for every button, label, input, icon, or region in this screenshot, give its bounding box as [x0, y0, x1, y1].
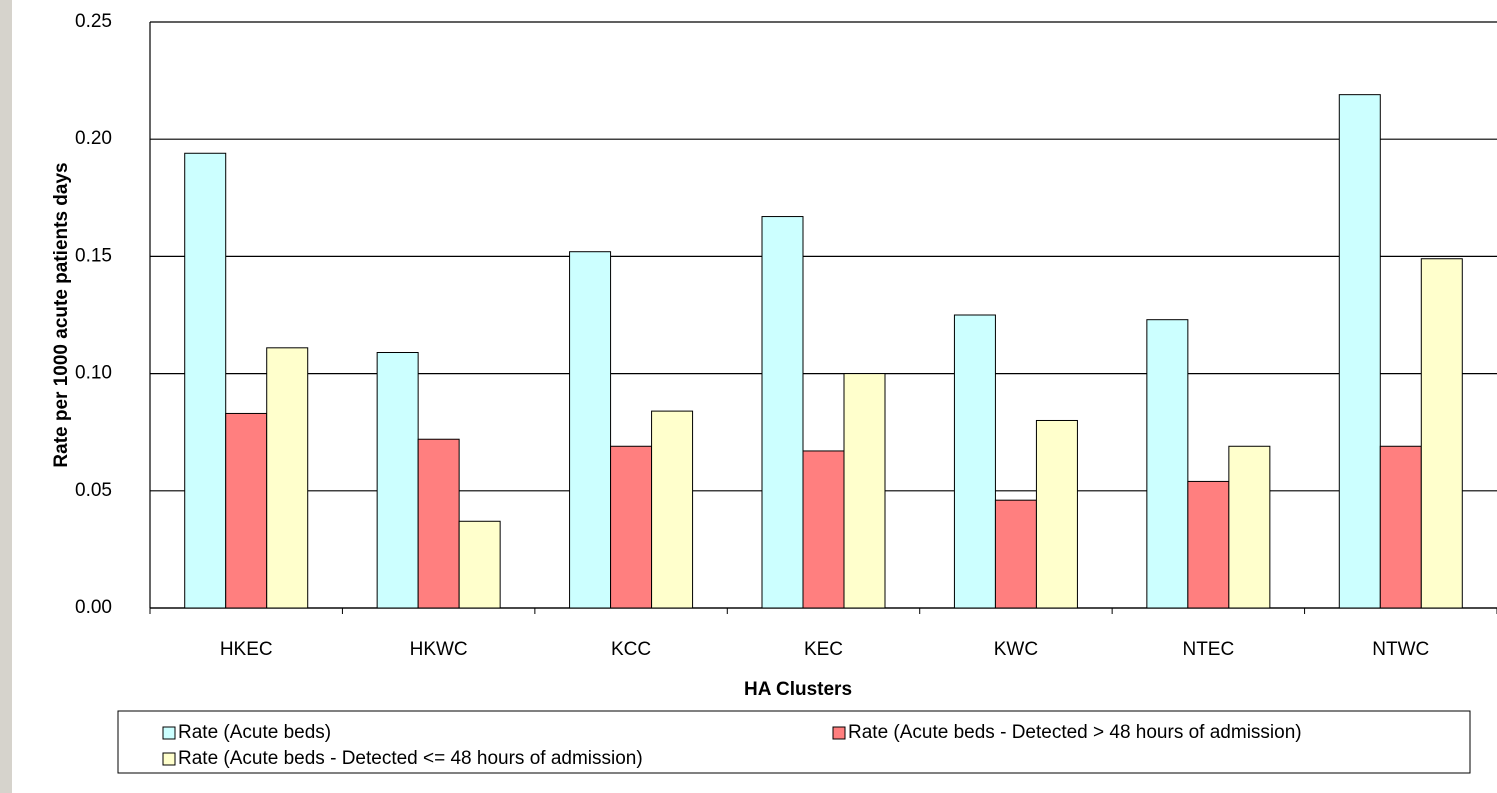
- legend-box: [117, 710, 1471, 774]
- bar: [610, 445, 653, 609]
- legend-swatch: [162, 726, 176, 740]
- y-tick-label: 0.05: [75, 480, 112, 501]
- x-tick-label: NTEC: [1182, 639, 1234, 660]
- bar: [1228, 445, 1271, 609]
- x-tick-label: HKEC: [220, 639, 273, 660]
- bar: [802, 450, 845, 609]
- x-tick-label: HKWC: [410, 639, 468, 660]
- y-tick-label: 0.00: [75, 597, 112, 618]
- bar: [651, 410, 694, 609]
- y-tick-label: 0.15: [75, 245, 112, 266]
- bar: [1420, 258, 1463, 609]
- bar: [1035, 419, 1078, 609]
- bar: [1187, 480, 1230, 609]
- x-tick-label: KEC: [804, 639, 843, 660]
- bar: [458, 520, 501, 609]
- bar: [953, 314, 996, 609]
- y-tick-label: 0.10: [75, 363, 112, 384]
- frame-edge: [0, 0, 12, 793]
- bar: [761, 216, 804, 609]
- y-tick-label: 0.25: [75, 11, 112, 32]
- x-tick-label: NTWC: [1372, 639, 1429, 660]
- bar: [376, 352, 419, 609]
- bar: [1379, 445, 1422, 609]
- legend-swatch: [832, 726, 846, 740]
- x-tick-label: KCC: [611, 639, 651, 660]
- bar: [184, 152, 227, 609]
- bar: [994, 499, 1037, 609]
- legend-label: Rate (Acute beds): [178, 722, 331, 743]
- x-axis-title: HA Clusters: [744, 679, 852, 700]
- bar: [1146, 319, 1189, 609]
- bar: [417, 438, 460, 609]
- bar: [843, 373, 886, 609]
- legend-swatch: [162, 752, 176, 766]
- bar: [225, 412, 268, 609]
- y-tick-label: 0.20: [75, 128, 112, 149]
- x-tick-label: KWC: [994, 639, 1038, 660]
- bar: [266, 347, 309, 609]
- bar: [1338, 94, 1381, 609]
- legend-label: Rate (Acute beds - Detected <= 48 hours …: [178, 748, 643, 769]
- bar: [569, 251, 612, 609]
- y-axis-title: Rate per 1000 acute patients days: [51, 162, 72, 467]
- legend-label: Rate (Acute beds - Detected > 48 hours o…: [848, 722, 1302, 743]
